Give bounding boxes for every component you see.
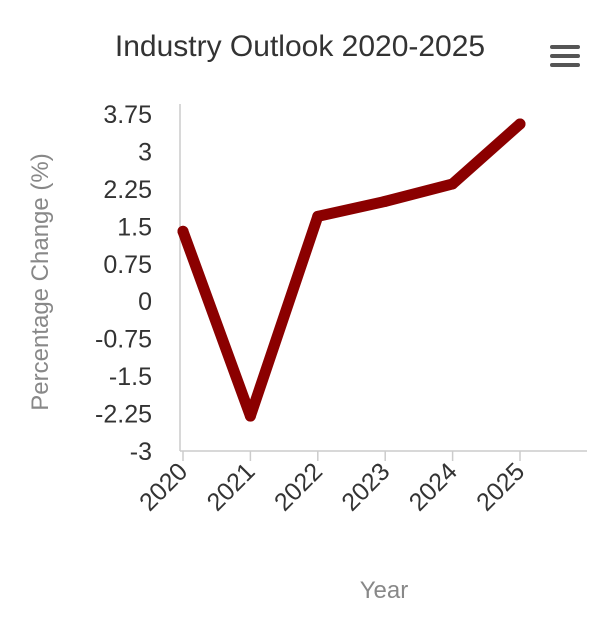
series-layer [177,118,526,422]
y-tick-label: -1.5 [109,363,152,391]
hamburger-menu-icon[interactable] [548,42,582,72]
y-ticks: 3.75 3 2.25 1.5 0.75 0 -0.75 -1.5 -2.25 -3 [95,101,152,466]
y-tick-label: 2.25 [103,176,152,204]
data-point[interactable] [447,178,459,190]
y-tick-label: -2.25 [95,401,152,429]
x-tick-label: 2024 [404,457,463,516]
data-point[interactable] [379,195,391,207]
x-tick-label: 2022 [269,457,328,516]
data-point[interactable] [244,410,256,422]
x-tick-label: 2021 [202,457,261,516]
y-tick-label: 3.75 [103,101,152,129]
y-tick-label: 3 [138,138,152,166]
data-point[interactable] [514,118,526,130]
y-tick-label: 0 [138,288,152,316]
y-tick-label: -3 [130,438,152,466]
x-axis-label: Year [360,577,409,604]
x-ticks: 2020 2021 2022 2023 2024 2025 [134,451,530,517]
y-tick-label: 1.5 [117,213,152,241]
series-line [177,118,526,422]
chart-title: Industry Outlook 2020-2025 [115,30,485,63]
x-tick-label: 2023 [336,457,395,516]
y-axis-label: Percentage Change (%) [27,153,54,410]
y-tick-label: 0.75 [103,251,152,279]
y-tick-label: -0.75 [95,326,152,354]
data-point[interactable] [312,210,324,222]
x-tick-label: 2020 [134,457,193,516]
data-point[interactable] [177,225,189,237]
x-tick-label: 2025 [471,457,530,516]
